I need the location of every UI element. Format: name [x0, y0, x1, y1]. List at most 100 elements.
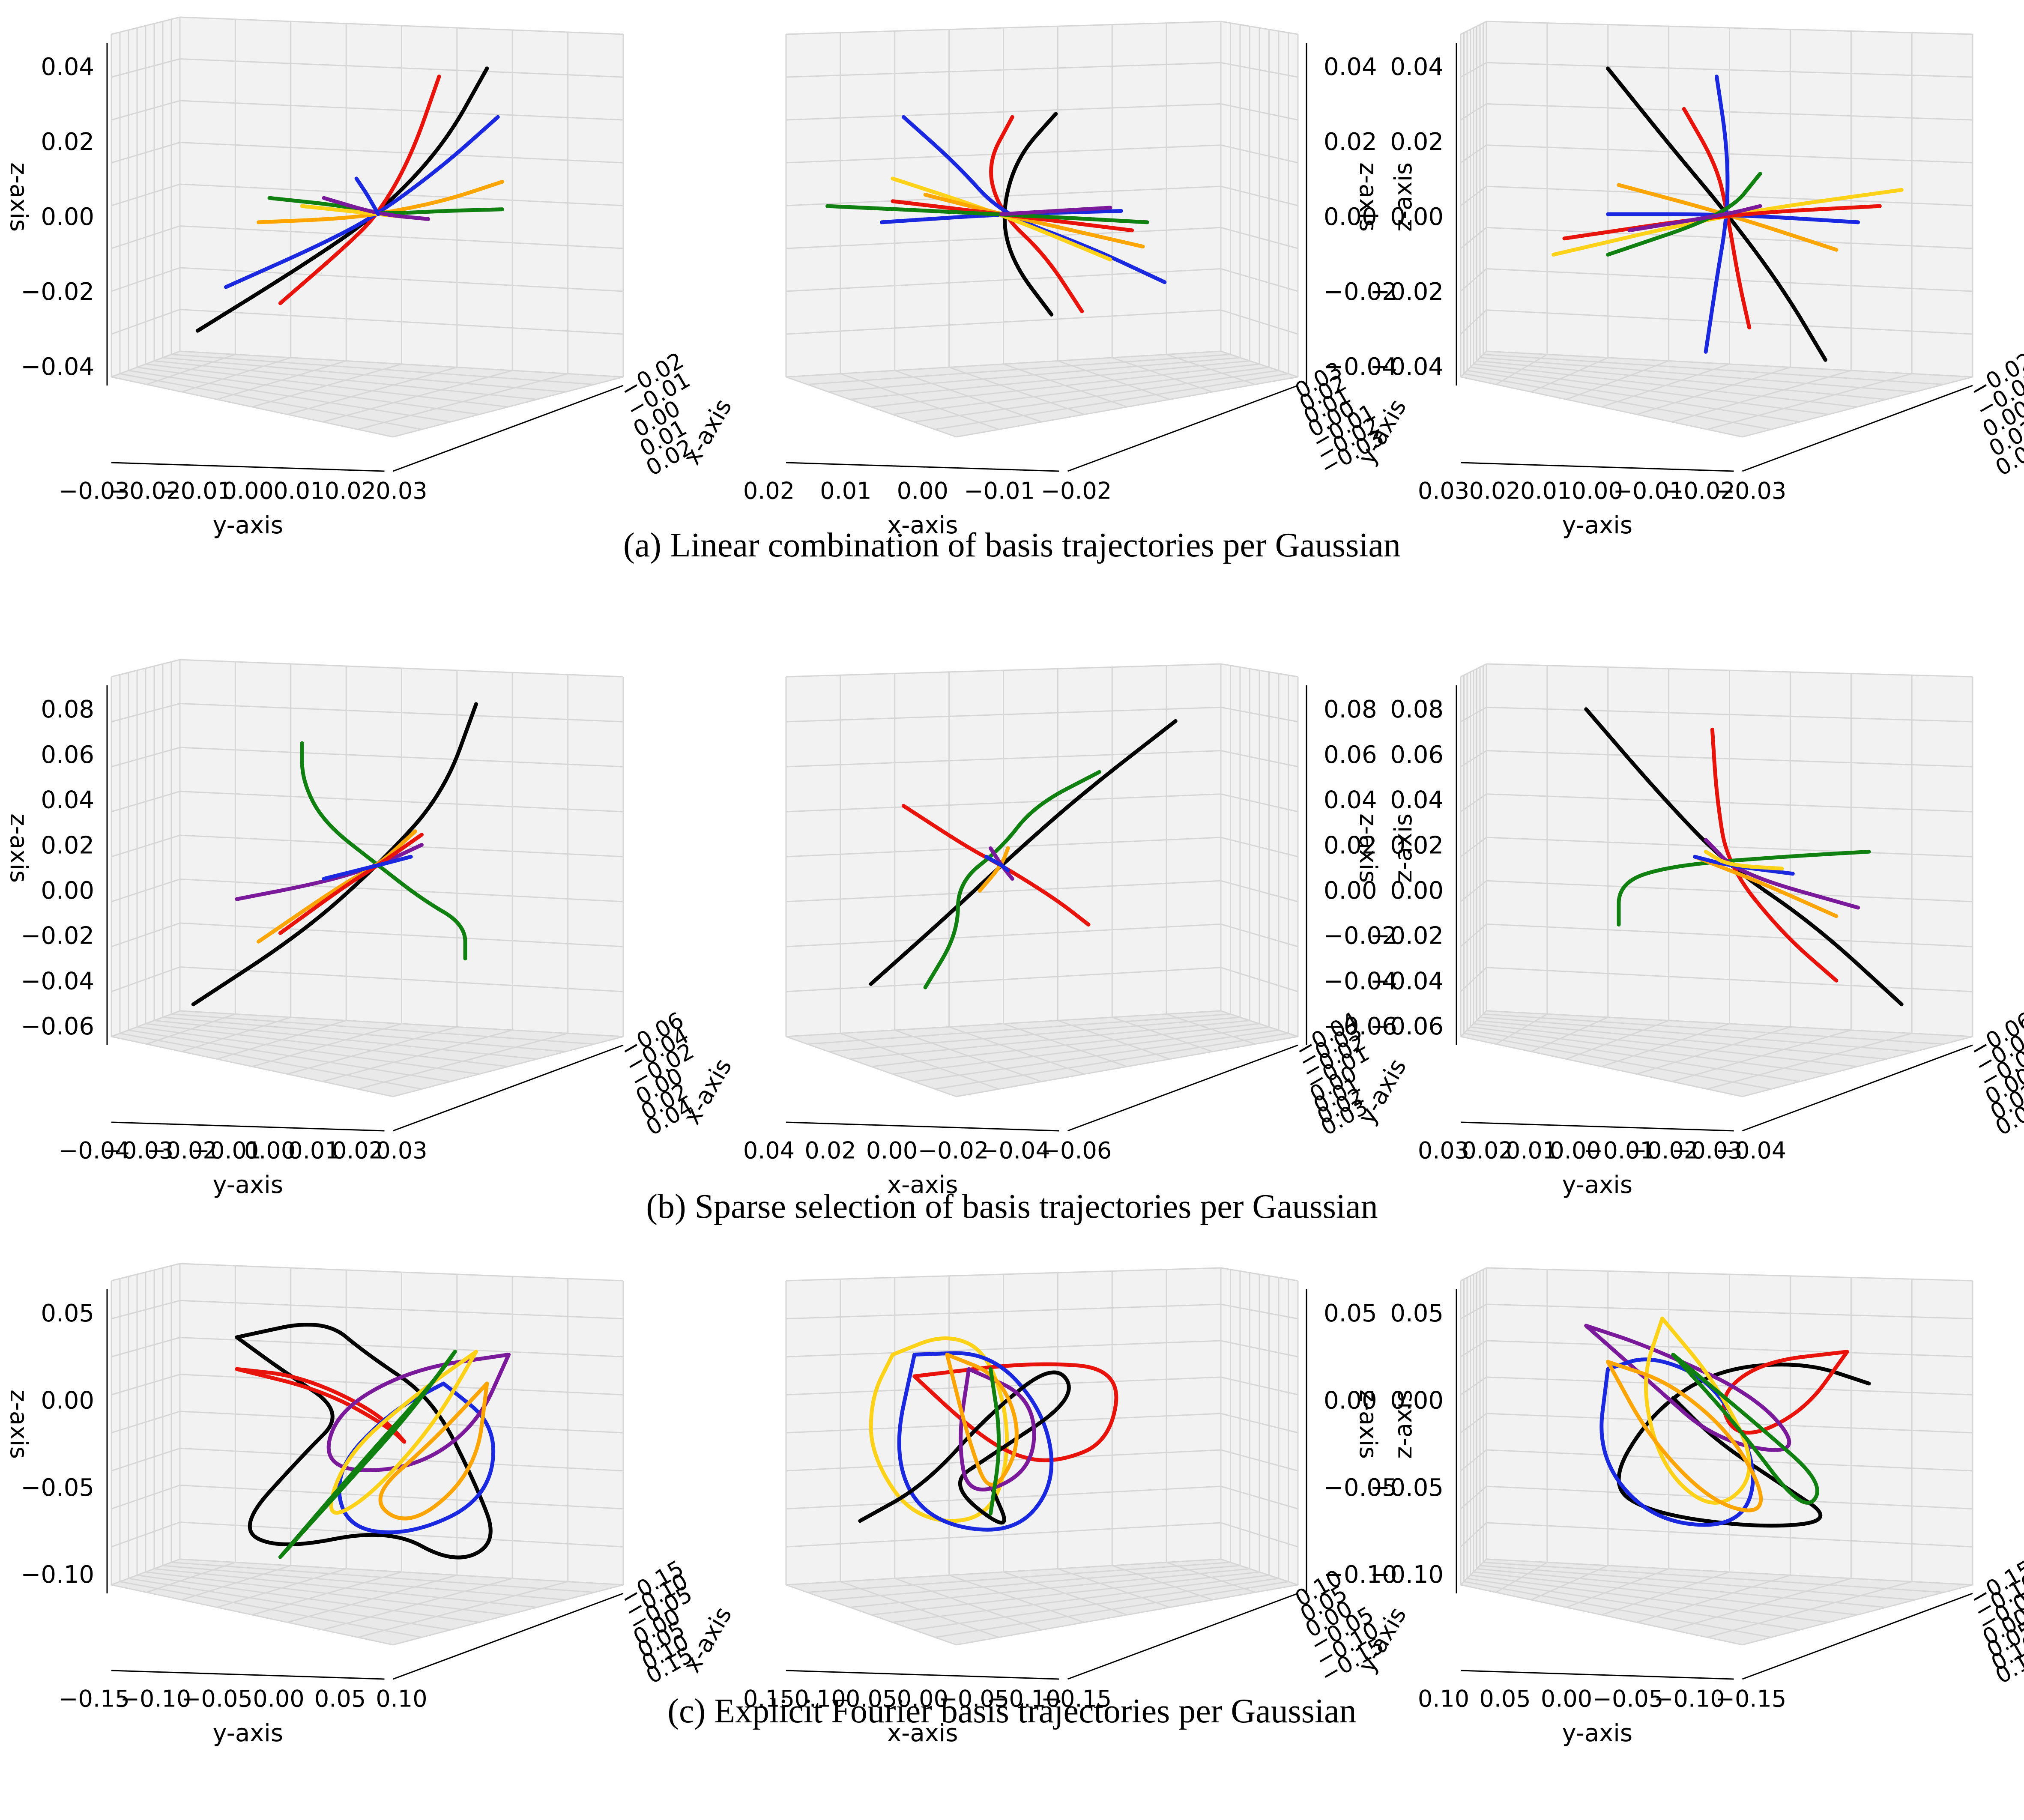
- z-tick-label: 0.04: [1324, 53, 1377, 81]
- grid-line: [871, 363, 1260, 408]
- bottom-axis-line: [111, 1121, 385, 1132]
- side-axis-line: [1067, 385, 1298, 472]
- grid-line: [786, 837, 1221, 858]
- z-tick-label: −0.05: [1370, 1474, 1444, 1502]
- bottom-tick-label: 0.02: [743, 478, 795, 505]
- grid-line: [1480, 1016, 1915, 1052]
- grid-line: [111, 879, 180, 903]
- grid-line: [322, 370, 513, 423]
- grid-line: [179, 1010, 624, 1037]
- bottom-tick-label: −0.02: [110, 478, 181, 505]
- grid-line: [956, 1036, 1298, 1097]
- trajectory-green: [825, 204, 1149, 224]
- bottom-tick-label: 0.10: [1418, 1686, 1469, 1712]
- trajectory-red: [1682, 107, 1752, 330]
- grid-line: [179, 1558, 624, 1586]
- bottom-axis-line: [1460, 1121, 1734, 1132]
- grid-line: [111, 1447, 180, 1472]
- bottom-tick-label: 0.03: [376, 478, 427, 505]
- grid-line: [1220, 1449, 1298, 1472]
- grid-line: [1460, 880, 1487, 903]
- trajectory-red: [278, 833, 424, 935]
- bottom-tick-label: 0.00: [253, 1686, 304, 1712]
- z-tick-label: 0.00: [1324, 877, 1377, 905]
- bottom-tick-label: −0.02: [918, 1137, 989, 1164]
- grid-line: [1486, 185, 1973, 206]
- bottom-tick-label: 0.03: [1418, 478, 1469, 505]
- grid-line: [786, 1449, 1221, 1472]
- grid-line: [1486, 227, 1973, 249]
- bottom-tick-label: −0.05: [939, 1686, 1009, 1712]
- bottom-tick-label: −0.15: [1716, 1686, 1786, 1712]
- grid-line: [892, 1575, 1269, 1623]
- grid-line: [154, 360, 537, 400]
- bottom-axis-line: [786, 462, 1059, 472]
- trajectory-orange: [1617, 183, 1839, 252]
- grid-line: [111, 922, 180, 947]
- bottom-axis-label: x-axis: [887, 511, 958, 539]
- trajectory-black: [1584, 707, 1904, 1007]
- grid-line: [786, 1485, 1221, 1509]
- bottom-tick-label: 0.01: [1506, 1137, 1557, 1164]
- trajectory-gold: [869, 1336, 1009, 1523]
- grid-line: [1636, 1575, 1791, 1623]
- z-tick-label: 0.02: [1324, 128, 1377, 156]
- grid-line: [1707, 373, 1912, 430]
- trajectory-gold: [891, 176, 1112, 262]
- grid-line: [357, 1033, 568, 1090]
- bottom-tick-label: 0.00: [866, 1137, 918, 1164]
- grid-line: [1671, 1578, 1851, 1631]
- bottom-tick-label: 0.05: [314, 1686, 366, 1712]
- grid-line: [1707, 1033, 1912, 1090]
- bottom-tick-label: 0.00: [1549, 1137, 1601, 1164]
- grid-line: [956, 1584, 1298, 1646]
- bottom-axis-label: y-axis: [1562, 1719, 1632, 1747]
- grid-line: [1220, 923, 1298, 947]
- trajectory-black: [1606, 66, 1827, 362]
- trajectory-green: [989, 1367, 1001, 1516]
- grid-line: [179, 267, 624, 292]
- grid-line: [1057, 360, 1170, 400]
- bottom-tick-label: −0.02: [146, 1137, 217, 1164]
- side-axis-line: [1067, 1593, 1298, 1680]
- z-tick-label: 0.08: [1390, 696, 1444, 723]
- bottom-tick-label: 0.04: [743, 1137, 795, 1164]
- bottom-tick-label: 0.05: [1479, 1686, 1531, 1712]
- bottom-tick-label: 0.03: [376, 1137, 427, 1164]
- bottom-tick-label: 0.02: [332, 1137, 383, 1164]
- z-tick-label: −0.10: [1370, 1561, 1444, 1589]
- grid-line: [871, 1023, 1260, 1067]
- bottom-tick-label: 0.01: [820, 478, 871, 505]
- z-tick-label: −0.04: [21, 353, 94, 381]
- bottom-axis-label: x-axis: [887, 1719, 958, 1747]
- grid-line: [287, 1026, 457, 1075]
- bottom-tick-label: −0.05: [182, 1686, 252, 1712]
- bottom-tick-label: 0.01: [1520, 478, 1572, 505]
- trajectory-gold: [329, 1350, 478, 1515]
- panel-b-1: 0.08 0.06 0.04 0.02 0.00 −0.02 −0.04 −0.06 z-axi…: [5, 659, 738, 1199]
- grid-line: [171, 1013, 595, 1045]
- bottom-tick-label: −0.01: [964, 478, 1034, 505]
- z-axis-label: z-axis: [1390, 813, 1417, 883]
- pane: [111, 1559, 623, 1645]
- trajectory-orange: [978, 846, 1010, 893]
- caption-b: (b) Sparse selection of basis trajectori…: [646, 1188, 1378, 1225]
- grid-line: [786, 880, 1221, 903]
- z-tick-label: −0.05: [21, 1474, 94, 1502]
- z-tick-label: 0.06: [1324, 741, 1377, 769]
- trajectory-purple: [999, 206, 1112, 216]
- panel-a-1: 0.040.020.00−0.02−0.04z-axis−0.03−0.02−0…: [5, 16, 738, 539]
- grid-line: [1166, 1013, 1256, 1045]
- z-axis-label: z-axis: [1354, 813, 1382, 883]
- grid-line: [1460, 837, 1487, 858]
- bottom-axis-line: [1460, 1670, 1734, 1680]
- grid-line: [111, 966, 180, 992]
- bottom-tick-label: 0.02: [1462, 1137, 1513, 1164]
- z-tick-label: 0.04: [1390, 786, 1444, 814]
- grid-line: [1486, 880, 1973, 903]
- z-tick-label: −0.02: [1370, 922, 1444, 950]
- z-axis-label: z-axis: [5, 162, 33, 232]
- z-tick-label: 0.02: [41, 128, 94, 156]
- grid-line: [1486, 350, 1973, 378]
